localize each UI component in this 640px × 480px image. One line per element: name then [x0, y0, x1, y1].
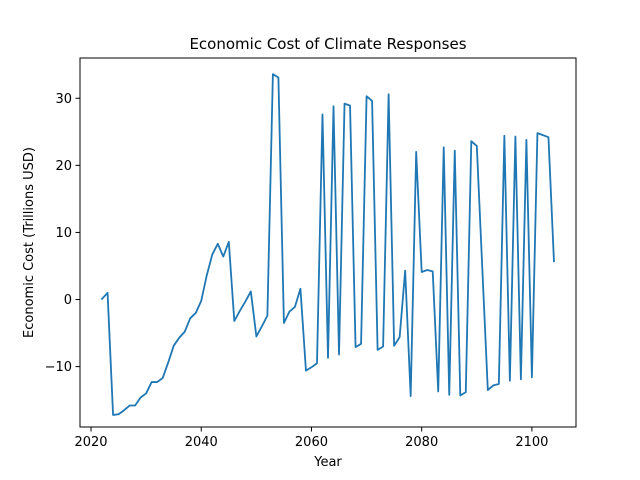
x-tick-label: 2020: [74, 435, 107, 450]
x-tick-label: 2080: [405, 435, 438, 450]
y-tick-label: 0: [64, 293, 72, 308]
x-axis-ticks: 2020 2040 2060 2080 2100: [74, 427, 548, 450]
y-tick-label: −10: [45, 360, 72, 375]
y-axis-ticks: −10 0 10 20 30: [45, 92, 80, 375]
y-axis-label: Economic Cost (Trillions USD): [22, 147, 37, 338]
plot-frame: [79, 57, 577, 428]
chart-title: Economic Cost of Climate Responses: [189, 35, 466, 53]
x-axis-label: Year: [313, 455, 342, 470]
series-line: [100, 73, 555, 416]
plot-area: [80, 58, 576, 427]
y-tick-label: 30: [55, 92, 72, 107]
x-tick-label: 2040: [185, 435, 218, 450]
x-tick-label: 2100: [515, 435, 548, 450]
x-tick-label: 2060: [295, 435, 328, 450]
y-tick-label: 20: [55, 159, 72, 174]
y-tick-label: 10: [55, 226, 72, 241]
